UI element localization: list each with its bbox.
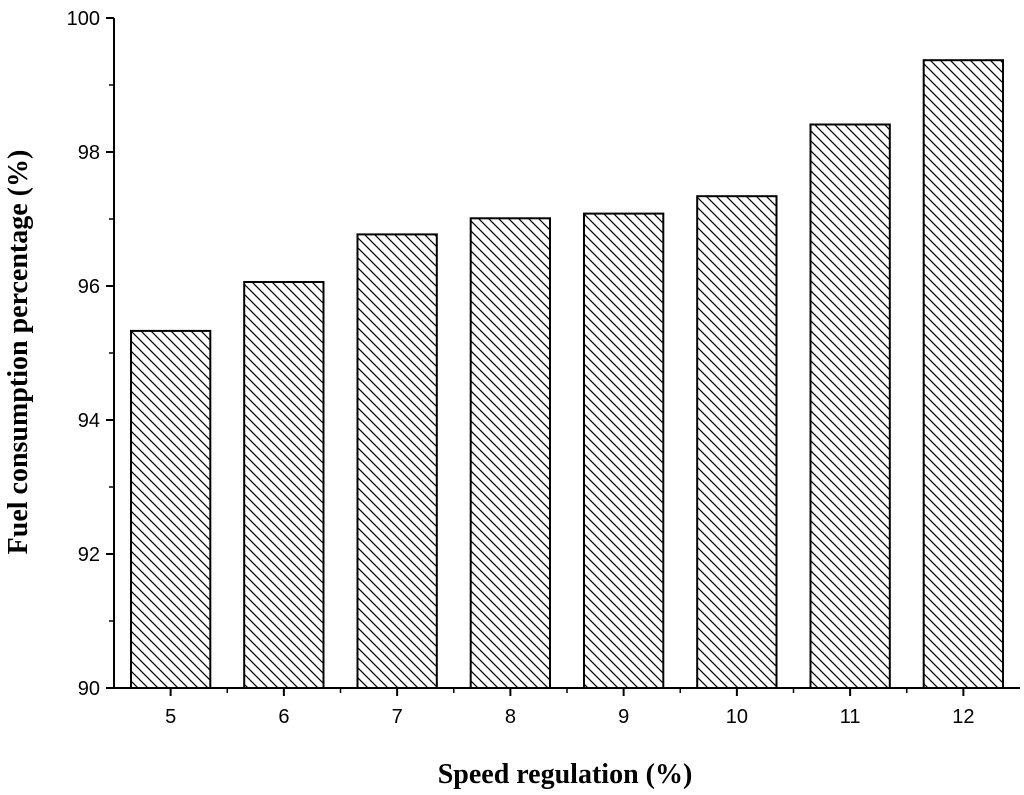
bar-8 xyxy=(469,217,552,690)
bar-7 xyxy=(356,233,438,689)
y-tick-label: 90 xyxy=(78,678,100,700)
y-tick-label: 98 xyxy=(78,142,100,164)
bar-6 xyxy=(243,281,325,689)
x-tick-label: 7 xyxy=(392,706,403,728)
bar-12 xyxy=(922,59,1005,689)
bar-11 xyxy=(809,123,891,689)
x-axis-title: Speed regulation (%) xyxy=(438,759,693,790)
y-tick-label: 100 xyxy=(67,8,100,30)
y-tick-label: 92 xyxy=(78,544,100,566)
labels-layer: 90 92 94 96 98 100 5 6 7 8 9 10 11 12 xyxy=(67,8,975,728)
x-tick-label: 11 xyxy=(840,706,861,728)
x-tick-label: 5 xyxy=(165,706,176,728)
bars-layer xyxy=(130,59,1005,690)
bar-9 xyxy=(583,212,665,689)
x-tick-label: 9 xyxy=(618,706,629,728)
bar-5 xyxy=(130,329,212,689)
x-tick-label: 8 xyxy=(505,706,516,728)
y-axis-title: Fuel consumption percentage (%) xyxy=(3,150,34,555)
x-tick-label: 10 xyxy=(726,706,748,728)
y-tick-label: 94 xyxy=(78,410,100,432)
axes-layer xyxy=(106,17,1020,696)
bar-10 xyxy=(696,195,778,689)
x-tick-label: 6 xyxy=(278,706,289,728)
y-tick-label: 96 xyxy=(78,276,100,298)
x-tick-label: 12 xyxy=(952,706,974,728)
